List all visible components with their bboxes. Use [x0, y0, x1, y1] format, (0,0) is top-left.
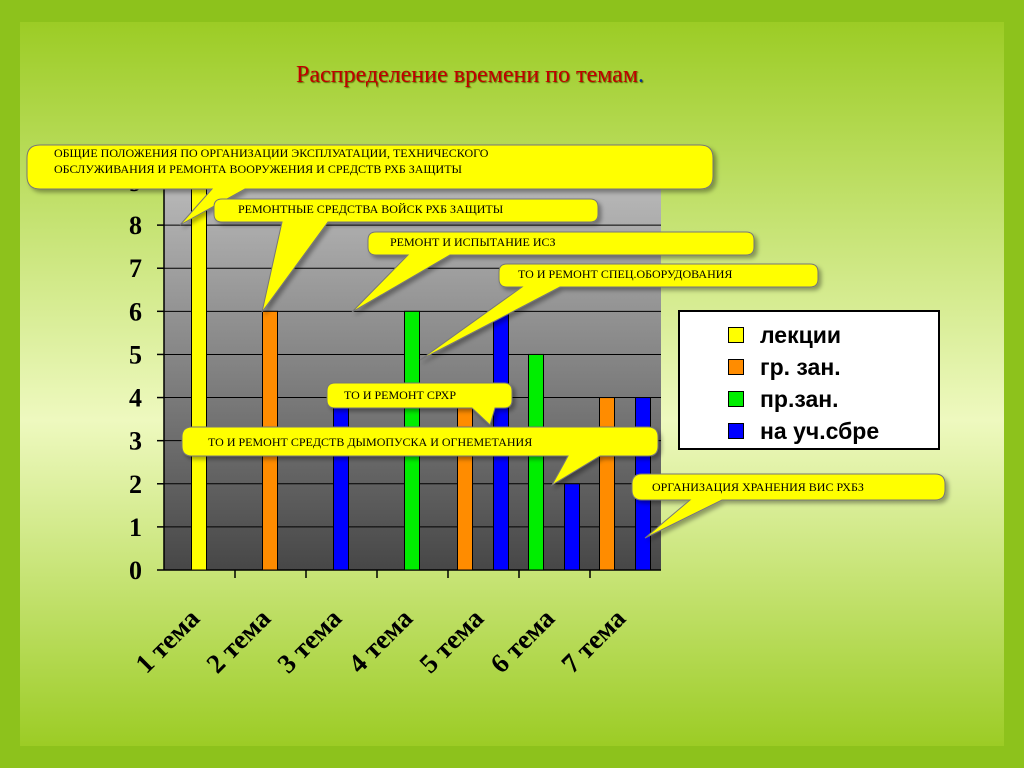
- callout-general-text-2: обслуживания и ремонта вооружения и сред…: [54, 162, 462, 176]
- callout-repair-means-shape: [213, 198, 599, 313]
- y-tick-label: 3: [129, 427, 142, 456]
- callout-isz-shape: [351, 231, 755, 313]
- bar-1-series-0: [191, 181, 207, 571]
- legend-swatch-lectures: [728, 327, 744, 343]
- callout-special-equipment-shape: [419, 263, 819, 361]
- callout-srhr-shape: [326, 382, 513, 426]
- y-tick-label: 4: [129, 384, 142, 413]
- y-tick-label: 8: [129, 211, 142, 240]
- legend-swatch-group: [728, 359, 744, 375]
- callout-general-shape: [26, 144, 714, 226]
- y-tick-label: 2: [129, 470, 142, 499]
- legend-item-lectures: лекции: [728, 320, 841, 350]
- callout-repair-means: [213, 198, 599, 313]
- callout-special-equipment: [419, 263, 819, 361]
- legend-label-training: на уч.сбре: [760, 417, 880, 444]
- callout-isz: [351, 231, 755, 313]
- y-tick-label: 5: [129, 340, 142, 369]
- legend-item-group: гр. зан.: [728, 352, 841, 382]
- legend-item-practical: пр.зан.: [728, 384, 839, 414]
- callout-storage-shape: [631, 473, 946, 539]
- callout-repair-means-text: Ремонтные средства войск РХБ защиты: [238, 202, 504, 216]
- callout-srhr: [326, 382, 513, 426]
- slide-title: Распределение времени по темам.: [0, 62, 940, 89]
- callout-general: [26, 144, 714, 226]
- bar-6-series-3: [564, 483, 580, 571]
- callout-smoke-shape: [181, 426, 659, 487]
- legend-label-practical: пр.зан.: [760, 385, 839, 412]
- legend-label-group: гр. зан.: [760, 353, 841, 380]
- legend-item-training: на уч.сбре: [728, 416, 879, 446]
- callout-storage-text: Организация хранения ВиС РХБЗ: [652, 480, 864, 494]
- callout-smoke: [181, 426, 659, 487]
- y-tick-label: 1: [129, 513, 142, 542]
- chart-legend: лекции гр. зан. пр.зан. на уч.сбре: [678, 310, 940, 450]
- y-tick-label: 6: [129, 297, 142, 326]
- y-tick-label: 7: [129, 254, 142, 283]
- callout-isz-text: Ремонт и испытание ИСЗ: [390, 235, 556, 249]
- y-tick-label: 0: [129, 556, 142, 585]
- slide-title-dot: .: [638, 62, 645, 88]
- bar-5-series-1: [457, 397, 473, 571]
- callout-smoke-text: ТО и ремонт средств дымопуска и огнемета…: [208, 435, 533, 449]
- legend-label-lectures: лекции: [760, 321, 842, 348]
- callout-special-equipment-text: ТО и ремонт спец.оборудования: [518, 267, 733, 281]
- callout-storage: [631, 473, 946, 539]
- slide-title-text: Распределение времени по темам: [295, 62, 639, 88]
- callout-srhr-text: ТО и ремонт СРХР: [344, 388, 457, 402]
- bar-6-series-2: [528, 353, 544, 571]
- bar-7-series-1: [599, 397, 615, 571]
- bar-3-series-3: [333, 397, 349, 571]
- legend-swatch-practical: [728, 391, 744, 407]
- legend-swatch-training: [728, 423, 744, 439]
- callout-general-text-1: Общие положения по организации эксплуата…: [54, 146, 489, 160]
